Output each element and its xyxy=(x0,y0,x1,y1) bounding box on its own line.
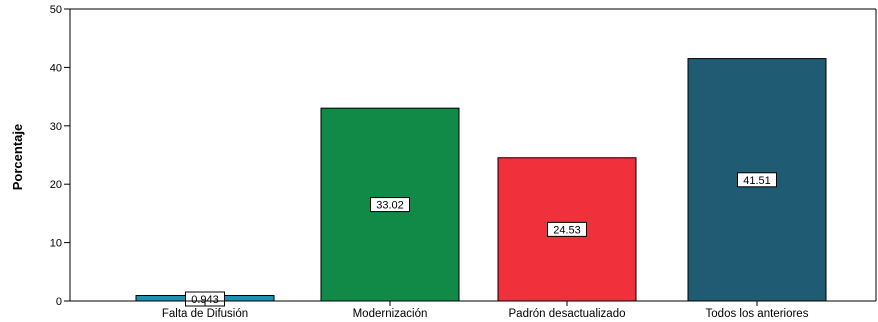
y-tick-label: 40 xyxy=(50,62,62,74)
x-tick-label: Modernización xyxy=(353,308,428,320)
y-axis-label: Porcentaje xyxy=(10,124,25,190)
data-label: 41.51 xyxy=(743,175,771,187)
plot-area xyxy=(70,8,877,301)
y-axis: 0 10 20 30 40 50 xyxy=(50,4,71,308)
x-tick-label: Falta de Difusión xyxy=(162,308,248,320)
y-tick-label: 30 xyxy=(50,121,62,133)
x-axis: Falta de Difusión Modernización Padrón des… xyxy=(70,300,876,320)
bars xyxy=(135,58,827,302)
y-tick-label: 10 xyxy=(50,238,62,250)
data-label-box xyxy=(547,221,587,237)
y-tick-label: 50 xyxy=(50,4,62,16)
y-tick-label: 20 xyxy=(50,179,62,191)
data-label-box xyxy=(370,197,410,213)
data-label: 0.943 xyxy=(191,294,219,306)
data-label: 33.02 xyxy=(376,200,404,212)
data-labels: 0.943 33.02 24.53 41.51 xyxy=(185,172,777,307)
x-tick-label: Todos los anteriores xyxy=(706,308,809,320)
data-label: 24.53 xyxy=(553,224,581,236)
y-tick-label: 0 xyxy=(56,296,62,308)
x-tick-label: Padrón desactualizado xyxy=(509,308,626,320)
data-label-box xyxy=(737,172,777,188)
